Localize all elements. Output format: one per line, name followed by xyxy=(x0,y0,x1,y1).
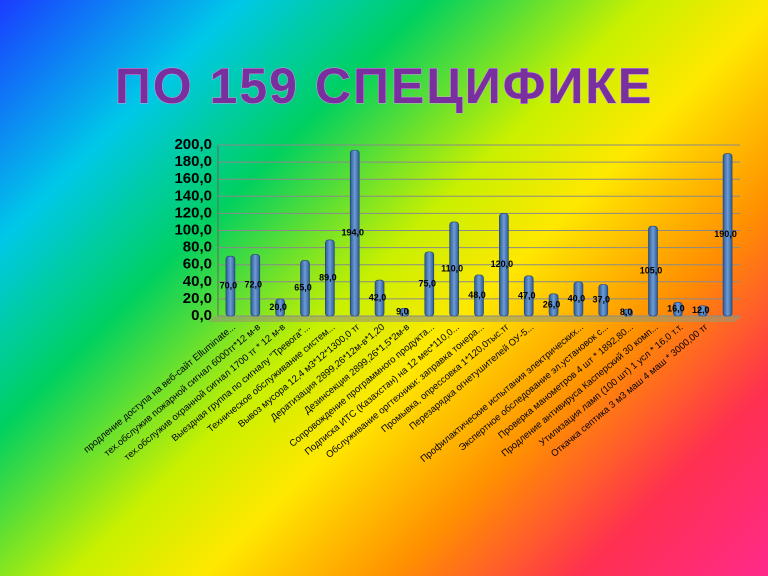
y-tick-label: 40,0 xyxy=(183,273,212,290)
y-tick-label: 0,0 xyxy=(191,307,212,324)
bar xyxy=(499,213,509,317)
value-label: 26,0 xyxy=(543,299,561,309)
y-tick-label: 120,0 xyxy=(174,204,212,221)
bar xyxy=(374,279,385,317)
bar xyxy=(523,275,534,317)
value-label: 48,0 xyxy=(468,290,486,300)
y-tick-label: 80,0 xyxy=(183,239,212,256)
y-tick-label: 60,0 xyxy=(183,256,212,273)
bar xyxy=(648,225,658,317)
bar xyxy=(300,260,310,317)
y-tick-label: 140,0 xyxy=(174,187,212,204)
bar xyxy=(275,298,285,317)
bar xyxy=(250,254,261,317)
bar xyxy=(424,251,435,317)
chart-title: ПО 159 СПЕЦИФИКЕ xyxy=(115,58,653,114)
value-label: 194,0 xyxy=(341,227,364,237)
value-label: 70,0 xyxy=(220,280,238,290)
value-label: 8,0 xyxy=(620,307,633,317)
value-label: 47,0 xyxy=(518,290,536,300)
bar xyxy=(722,153,733,317)
value-label: 190,0 xyxy=(714,229,737,239)
value-label: 12,0 xyxy=(692,305,710,315)
value-label: 105,0 xyxy=(640,265,663,275)
floor xyxy=(208,316,742,322)
value-label: 9,0 xyxy=(396,307,409,317)
value-label: 40,0 xyxy=(568,293,586,303)
y-tick-label: 100,0 xyxy=(174,221,212,238)
y-tick-label: 20,0 xyxy=(183,290,212,307)
value-label: 89,0 xyxy=(319,272,337,282)
value-label: 20,0 xyxy=(269,302,287,312)
value-label: 120,0 xyxy=(491,259,514,269)
bar xyxy=(349,149,360,317)
value-label: 16,0 xyxy=(667,304,685,314)
bar xyxy=(325,239,335,317)
value-label: 37,0 xyxy=(593,295,611,305)
y-tick-label: 200,0 xyxy=(174,136,212,153)
y-tick-label: 180,0 xyxy=(174,153,212,170)
y-tick-label: 160,0 xyxy=(174,170,212,187)
bar xyxy=(673,302,683,317)
bar xyxy=(225,255,236,317)
value-label: 75,0 xyxy=(419,278,437,288)
value-label: 110,0 xyxy=(441,263,463,273)
bar xyxy=(573,281,584,317)
value-label: 72,0 xyxy=(245,280,263,290)
value-label: 65,0 xyxy=(294,283,312,293)
value-label: 42,0 xyxy=(369,292,387,302)
bar xyxy=(449,221,459,317)
bar xyxy=(399,308,410,317)
bar xyxy=(474,274,484,317)
bar xyxy=(623,308,633,317)
bar xyxy=(598,284,609,317)
bar xyxy=(548,293,559,317)
bar xyxy=(697,305,708,317)
